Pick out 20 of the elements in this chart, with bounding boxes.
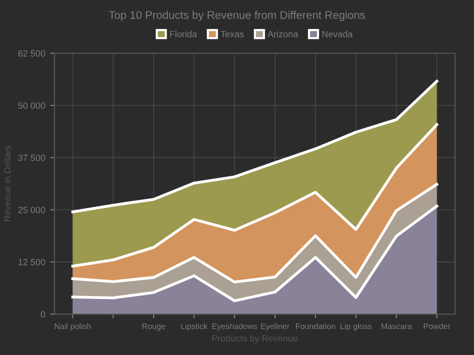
y-tick-label: 0 <box>40 311 46 318</box>
y-tick-label: 25 000 <box>18 206 46 214</box>
x-tick-label: Lipstick <box>181 323 208 331</box>
x-tick-label: Nail polish <box>54 323 91 331</box>
x-tick-label: Mascara <box>382 324 412 330</box>
y-tick-label: 37 500 <box>18 154 46 161</box>
y-tick-label: 12 500 <box>18 258 46 266</box>
legend-label: Arizona <box>268 30 298 38</box>
x-tick-label: Foundation <box>296 323 336 330</box>
x-tick-label: Eyeshadows <box>212 323 258 331</box>
legend-label: Florida <box>170 30 198 38</box>
x-tick-label: Rouge <box>142 324 166 331</box>
legend-label: Nevada <box>322 30 353 38</box>
y-tick-label: 62 500 <box>18 50 46 57</box>
y-tick-label: 50 000 <box>18 102 46 109</box>
x-tick-label: Eyeliner <box>261 323 290 331</box>
x-tick-label: Lip gloss <box>340 323 372 331</box>
chart-title: Top 10 Products by Revenue from Different Regions <box>108 10 365 22</box>
legend-label: Texas <box>220 30 244 38</box>
x-tick-label: Powder <box>424 323 450 330</box>
